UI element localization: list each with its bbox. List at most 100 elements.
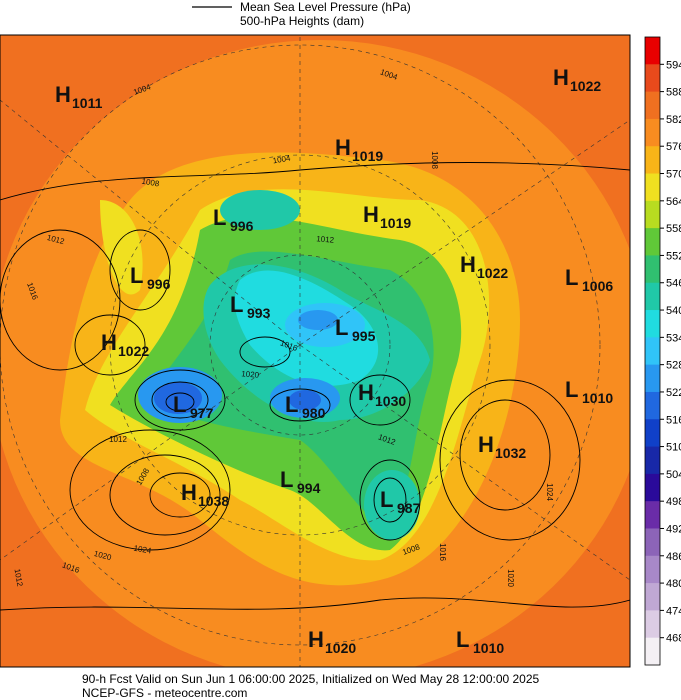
colorbar-label: 498 (666, 496, 681, 508)
center-value: 1022 (570, 78, 601, 94)
colorbar-label: 594 (666, 59, 681, 71)
colorbar-frame (644, 36, 661, 666)
colorbar-swatch (645, 255, 660, 284)
center-type: L (213, 205, 226, 230)
colorbar-swatch (645, 610, 660, 639)
colorbar-label: 516 (666, 414, 681, 426)
colorbar-swatch (645, 200, 660, 229)
colorbar-swatch (645, 228, 660, 256)
center-type: L (285, 392, 298, 417)
center-type: L (280, 467, 293, 492)
colorbar-label: 492 (666, 523, 681, 535)
colorbar-label: 534 (666, 332, 681, 344)
center-value: 987 (397, 500, 421, 516)
colorbar-label: 504 (666, 469, 681, 481)
center-value: 1019 (352, 148, 383, 164)
colorbar-swatch (645, 337, 660, 366)
footer-line2: NCEP-GFS - meteocentre.com (82, 686, 247, 700)
center-value: 1010 (473, 640, 504, 656)
center-value: 1022 (477, 265, 508, 281)
center-value: 977 (190, 405, 214, 421)
contour-label: 1020 (506, 569, 515, 587)
center-type: H (308, 627, 324, 652)
map-frame (0, 34, 631, 668)
colorbar-label: 480 (666, 578, 681, 590)
center-type: H (181, 480, 197, 505)
center-value: 1032 (495, 445, 526, 461)
colorbar-label: 474 (666, 605, 681, 617)
colorbar-label: 522 (666, 387, 681, 399)
contour-label: 1024 (133, 544, 153, 556)
center-type: L (565, 377, 578, 402)
colorbar-label: 564 (666, 196, 681, 208)
center-value: 995 (352, 328, 376, 344)
colorbar-label: 486 (666, 551, 681, 563)
center-value: 1022 (118, 343, 149, 359)
colorbar-swatch (645, 91, 660, 120)
center-type: L (380, 487, 393, 512)
center-value: 1030 (375, 393, 406, 409)
colorbar-swatch (645, 146, 660, 175)
center-type: H (101, 330, 117, 355)
contour-label: 1008 (430, 151, 439, 169)
center-type: L (565, 265, 578, 290)
center-type: L (130, 263, 143, 288)
legend-line-label: Mean Sea Level Pressure (hPa) (240, 0, 411, 14)
center-type: H (478, 432, 494, 457)
center-type: L (173, 392, 186, 417)
center-value: 996 (147, 276, 171, 292)
footer-line1: 90-h Fcst Valid on Sun Jun 1 06:00:00 20… (82, 672, 540, 686)
center-type: H (55, 82, 71, 107)
colorbar-swatch (645, 501, 660, 529)
colorbar-swatch (645, 364, 660, 393)
colorbar-label: 588 (666, 87, 681, 99)
center-value: 1010 (582, 390, 613, 406)
center-type: H (363, 202, 379, 227)
colorbar-label: 510 (666, 442, 681, 454)
contour-label: 1004 (272, 153, 292, 165)
center-type: H (335, 135, 351, 160)
colorbar-label: 540 (666, 305, 681, 317)
contour-label: 1012 (12, 568, 24, 588)
center-value: 1019 (380, 215, 411, 231)
colorbar-swatch (645, 637, 660, 666)
colorbar-swatch (645, 555, 660, 584)
center-type: L (230, 292, 243, 317)
colorbar-swatch (645, 310, 660, 338)
colorbar-swatch (645, 583, 660, 611)
colorbar-swatch (645, 528, 660, 557)
center-value: 996 (230, 218, 254, 234)
colorbar-swatch (645, 419, 660, 448)
colorbar-swatch (645, 473, 660, 502)
center-value: 1011 (72, 95, 103, 111)
colorbar-label: 582 (666, 114, 681, 126)
center-value: 1038 (198, 493, 229, 509)
center-value: 994 (297, 480, 321, 496)
colorbar-label: 468 (666, 633, 681, 645)
colorbar-swatch (645, 282, 660, 311)
colorbar-swatch (645, 37, 660, 65)
contour-label: 1020 (241, 369, 260, 380)
center-type: L (456, 627, 469, 652)
legend-fill-label: 500-hPa Heights (dam) (240, 14, 364, 28)
colorbar-swatch (645, 64, 660, 93)
colorbar-swatch (645, 173, 660, 202)
center-type: L (335, 315, 348, 340)
center-type: H (460, 252, 476, 277)
colorbar-label: 576 (666, 141, 681, 153)
center-type: H (358, 380, 374, 405)
center-value: 980 (302, 405, 326, 421)
colorbar-label: 528 (666, 360, 681, 372)
map: 1004100410041008101210161012101610201012… (0, 35, 630, 667)
center-type: H (553, 65, 569, 90)
center-value: 1020 (325, 640, 356, 656)
contour-label: 1012 (316, 234, 335, 245)
colorbar-swatch (645, 118, 660, 147)
center-value: 1006 (582, 278, 613, 294)
colorbar-swatch (645, 446, 660, 475)
colorbar-label: 558 (666, 223, 681, 235)
colorbar-label: 552 (666, 250, 681, 262)
colorbar-label: 546 (666, 278, 681, 290)
center-value: 993 (247, 305, 271, 321)
